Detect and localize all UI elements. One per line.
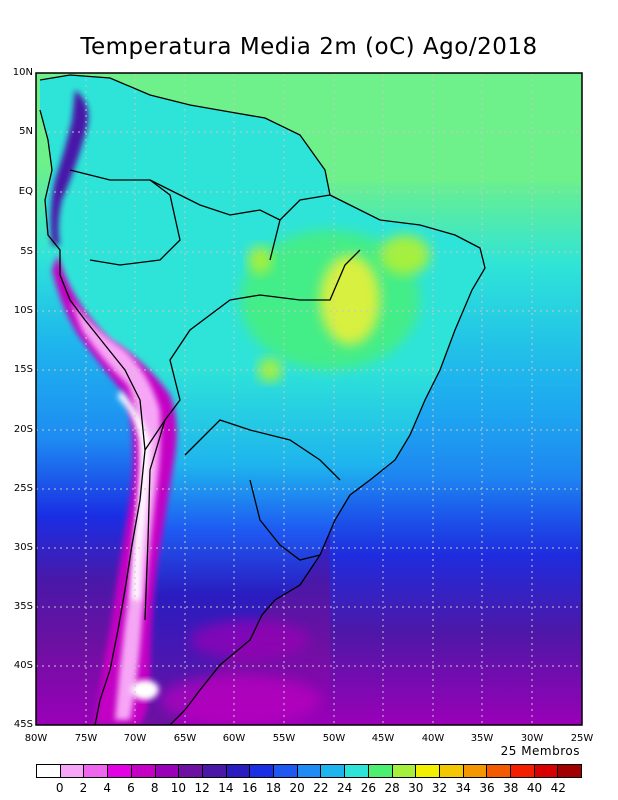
lat-label: 45S <box>13 719 33 730</box>
colorbar-swatch <box>321 765 346 777</box>
colorbar-swatch <box>558 765 582 777</box>
colorbar-swatch <box>274 765 298 777</box>
colorbar-tick-label: 0 <box>55 781 64 795</box>
colorbar-tick-label: 22 <box>313 781 329 795</box>
colorbar-tick-label: 34 <box>455 781 471 795</box>
lon-label: 65W <box>173 733 197 744</box>
colorbar-swatch <box>131 765 156 777</box>
colorbar-swatch <box>250 765 275 777</box>
colorbar-swatch <box>368 765 393 777</box>
colorbar-tick-label: 14 <box>218 781 234 795</box>
colorbar-swatch <box>345 765 369 777</box>
colorbar-swatch <box>487 765 512 777</box>
colorbar-tick-label: 32 <box>431 781 448 795</box>
lon-label: 75W <box>74 733 98 744</box>
colorbar-tick-label: 38 <box>503 781 519 795</box>
lon-label: 50W <box>322 733 346 744</box>
colorbar-tick-label: 6 <box>127 781 135 795</box>
colorbar-swatch <box>155 765 180 777</box>
lat-label: 20S <box>13 424 33 435</box>
colorbar-swatch <box>37 765 61 777</box>
colorbar-tick-label: 28 <box>384 781 400 795</box>
colorbar-tick-label: 12 <box>194 781 210 795</box>
lat-label: 40S <box>13 660 33 671</box>
colorbar-tick-label: 24 <box>336 781 353 795</box>
colorbar-swatch <box>179 765 203 777</box>
colorbar-swatch <box>439 765 464 777</box>
lat-label: 15S <box>13 364 33 375</box>
colorbar-swatch <box>297 765 322 777</box>
lon-label: 30W <box>520 733 544 744</box>
colorbar-swatch <box>226 765 251 777</box>
colorbar-swatch <box>392 765 417 777</box>
lon-label: 80W <box>24 733 48 744</box>
colorbar-swatch <box>416 765 440 777</box>
colorbar-tick-label: 2 <box>79 781 88 795</box>
colorbar <box>36 764 582 778</box>
lon-label: 60W <box>222 733 246 744</box>
colorbar-tick-label: 16 <box>242 781 258 795</box>
lat-label: 35S <box>13 601 33 612</box>
colorbar-swatch <box>463 765 488 777</box>
colorbar-tick-label: 42 <box>550 781 566 795</box>
colorbar-tick-label: 36 <box>479 781 495 795</box>
lat-label: 5N <box>19 126 33 137</box>
country-borders <box>39 74 486 725</box>
lon-label: 70W <box>123 733 147 744</box>
lat-label: 10S <box>13 305 33 316</box>
map-frame <box>35 72 583 726</box>
colorbar-swatch <box>202 765 227 777</box>
members-label: 25 Membros <box>500 744 580 758</box>
colorbar-tick-label: 40 <box>526 781 543 795</box>
lat-label: 30S <box>13 542 33 553</box>
lat-label: EQ <box>18 186 33 197</box>
colorbar-swatch <box>511 765 535 777</box>
lon-label: 25W <box>570 733 594 744</box>
lon-label: 45W <box>371 733 395 744</box>
colorbar-swatch <box>108 765 132 777</box>
colorbar-swatch <box>84 765 109 777</box>
lat-label: 10N <box>12 67 33 78</box>
colorbar-tick-label: 20 <box>289 781 305 795</box>
colorbar-tick-label: 8 <box>150 781 159 795</box>
colorbar-tick-label: 4 <box>103 781 112 795</box>
colorbar-tick-label: 10 <box>170 781 187 795</box>
lat-label: 25S <box>13 483 33 494</box>
lat-label: 5S <box>20 246 33 257</box>
lon-label: 55W <box>272 733 296 744</box>
graticule <box>36 73 582 725</box>
colorbar-swatch <box>60 765 85 777</box>
colorbar-tick-label: 30 <box>408 781 424 795</box>
lon-label: 40W <box>421 733 445 744</box>
colorbar-tick-label: 18 <box>265 781 282 795</box>
colorbar-tick-label: 26 <box>360 781 376 795</box>
map-field <box>36 73 582 725</box>
lon-label: 35W <box>470 733 494 744</box>
page-title: Temperatura Media 2m (oC) Ago/2018 <box>80 34 538 60</box>
colorbar-swatch <box>534 765 559 777</box>
